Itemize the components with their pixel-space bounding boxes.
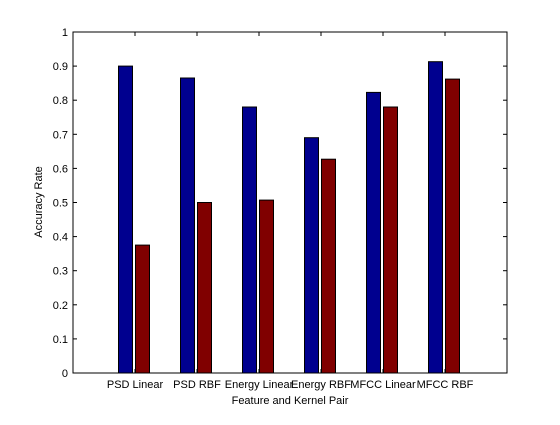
x-tick-label: MFCC Linear — [350, 379, 416, 391]
bar-series2-energy-rbf — [321, 158, 336, 374]
x-tick-label: Energy RBF — [291, 379, 351, 391]
bar-series1-mfcc-rbf — [428, 61, 443, 374]
y-tick-label: 0.7 — [53, 129, 68, 141]
y-tick-label: 0.3 — [53, 266, 68, 278]
y-tick-label: 0.8 — [53, 95, 68, 107]
x-tick-label: MFCC RBF — [417, 379, 474, 391]
y-tick-label: 1 — [62, 27, 68, 39]
y-tick-label: 0.9 — [53, 61, 68, 73]
bars-group — [118, 61, 460, 374]
bar-series1-mfcc-linear — [366, 91, 381, 374]
y-tick-label: 0 — [62, 368, 68, 380]
bar-series1-energy-linear — [242, 106, 257, 374]
bar-series2-mfcc-rbf — [445, 78, 460, 374]
x-tick-label: PSD RBF — [173, 379, 221, 391]
x-tick-label: PSD Linear — [107, 379, 164, 391]
y-tick-label: 0.2 — [53, 300, 68, 312]
bar-series2-energy-linear — [259, 199, 274, 374]
y-tick-label: 0.4 — [53, 232, 68, 244]
bar-series1-psd-linear — [118, 65, 133, 374]
y-axis-label: Accuracy Rate — [33, 166, 45, 238]
x-tick-label: Energy Linear — [225, 379, 294, 391]
x-axis-label: Feature and Kernel Pair — [232, 395, 349, 407]
y-tick-label: 0.6 — [53, 163, 68, 175]
bar-series1-psd-rbf — [180, 77, 195, 374]
bar-series2-mfcc-linear — [383, 106, 398, 374]
bar-series2-psd-rbf — [197, 202, 212, 374]
y-tick-label: 0.5 — [53, 198, 68, 210]
bar-series1-energy-rbf — [304, 137, 319, 374]
y-tick-label: 0.1 — [53, 334, 68, 346]
y-ticks-group: 0 0.1 0.2 0.3 0.4 0.5 0.6 0.7 0.8 0.9 1 — [53, 27, 507, 380]
bar-series2-psd-linear — [135, 244, 150, 374]
